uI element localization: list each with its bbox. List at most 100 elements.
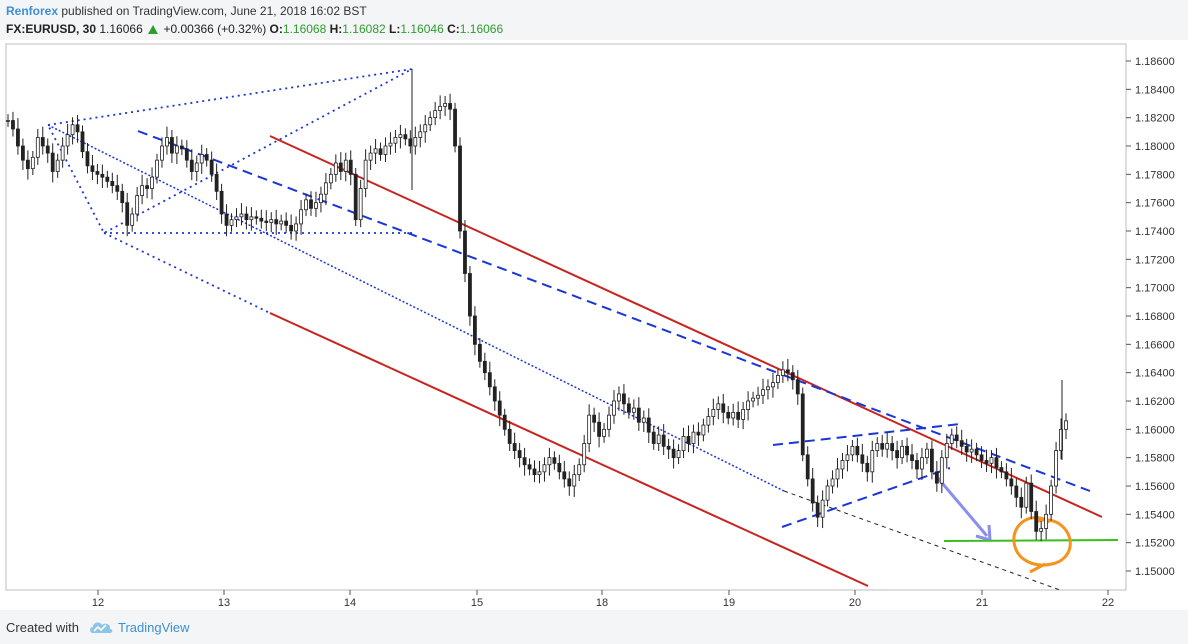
x-tick-label: 13 xyxy=(218,597,230,609)
candle-body xyxy=(403,134,408,140)
candle-body xyxy=(269,219,274,223)
black-dashed-line xyxy=(783,490,1061,591)
candle-body xyxy=(751,397,755,402)
candle-body xyxy=(239,213,244,218)
candle-body xyxy=(433,110,438,119)
plot-frame xyxy=(5,43,1127,591)
candle-body xyxy=(423,124,428,133)
candle-body xyxy=(716,403,721,410)
candle-body xyxy=(805,454,810,480)
y-tick-label: 1.15600 xyxy=(1135,481,1175,493)
candle-body xyxy=(537,471,542,476)
candle-body xyxy=(90,165,95,172)
candle-body xyxy=(999,467,1004,473)
candle-body xyxy=(711,409,716,417)
candle-body xyxy=(373,148,378,154)
candle-body xyxy=(517,450,522,459)
x-tick-label: 12 xyxy=(92,597,104,609)
projection-arrow-line xyxy=(935,476,989,537)
candle-body xyxy=(870,450,875,473)
candle-body xyxy=(358,188,363,221)
price-scale-bg xyxy=(1126,44,1188,590)
candle-body xyxy=(785,369,790,374)
candle-body xyxy=(368,152,373,161)
symbol-info: FX:EURUSD, 30 1.16066 +0.00366 (+0.32%) … xyxy=(6,22,503,36)
candle-body xyxy=(646,417,651,433)
candle-body xyxy=(95,171,100,175)
candle-body xyxy=(890,443,895,451)
candle-body xyxy=(328,173,333,184)
dotted-median-line xyxy=(47,124,785,492)
candle-body xyxy=(651,431,656,444)
y-tick-label: 1.17000 xyxy=(1135,283,1175,295)
candle-body xyxy=(736,411,741,420)
candle-body xyxy=(507,428,512,444)
candle-body xyxy=(666,445,671,450)
candle-body xyxy=(209,159,214,175)
y-tick-label: 1.16600 xyxy=(1135,339,1175,351)
price-chart[interactable]: 12 13 14 15 18 19 20 21 22 1.186 xyxy=(0,40,1188,610)
candle-body xyxy=(895,450,900,459)
candle-body xyxy=(949,434,954,444)
candle-body xyxy=(224,213,229,226)
candle-body xyxy=(979,454,984,461)
candle-body xyxy=(1044,513,1049,529)
candle-body xyxy=(810,478,815,504)
candle-body xyxy=(115,185,120,192)
candle-body xyxy=(1014,485,1019,498)
candle-body xyxy=(845,454,850,461)
candle-body xyxy=(761,389,765,396)
candle-body xyxy=(184,148,189,161)
candle-body xyxy=(294,223,298,232)
candle-body xyxy=(626,403,631,413)
candle-body xyxy=(482,360,487,374)
candle-body xyxy=(75,124,80,133)
candle-body xyxy=(477,343,482,362)
candle-body xyxy=(492,386,497,402)
candle-body xyxy=(944,443,949,459)
candle-body xyxy=(50,152,55,172)
candle-body xyxy=(969,448,974,453)
author-link[interactable]: Renforex xyxy=(6,4,59,18)
candle-body xyxy=(343,159,348,172)
open-label: O: xyxy=(269,22,283,36)
candle-body xyxy=(284,220,289,226)
candle-body xyxy=(453,108,457,147)
candle-body xyxy=(661,434,666,447)
candle-body xyxy=(915,460,919,470)
candle-body xyxy=(840,460,845,470)
candle-body xyxy=(1024,482,1029,508)
candle-body xyxy=(388,142,393,147)
x-tick-label: 20 xyxy=(849,597,861,609)
candle-body xyxy=(1049,485,1053,515)
candle-body xyxy=(174,145,179,154)
candle-body xyxy=(631,407,636,413)
high-value: 1.16082 xyxy=(342,22,386,36)
candle-body xyxy=(45,145,50,154)
candle-body xyxy=(145,185,149,189)
candle-body xyxy=(696,431,701,436)
candle-body xyxy=(612,400,616,416)
candle-body xyxy=(383,145,388,155)
x-tick-label: 22 xyxy=(1102,597,1114,609)
candle-body xyxy=(572,474,577,487)
candle-body xyxy=(130,213,135,226)
up-triangle-icon xyxy=(148,25,159,34)
candle-body xyxy=(458,145,462,232)
tradingview-cloud-icon[interactable] xyxy=(88,619,114,635)
symbol-label: FX:EURUSD, 30 xyxy=(6,22,97,36)
chart-area[interactable]: 12 13 14 15 18 19 20 21 22 1.186 xyxy=(0,40,1188,610)
candle-body xyxy=(776,375,780,383)
candle-body xyxy=(408,138,413,147)
candle-body xyxy=(622,393,626,405)
tradingview-link[interactable]: TradingView xyxy=(118,620,190,635)
candle-body xyxy=(656,434,661,444)
y-tick-label: 1.17800 xyxy=(1135,169,1175,181)
candle-body xyxy=(55,159,60,172)
candle-body xyxy=(925,448,929,459)
candle-body xyxy=(309,199,313,209)
candle-body xyxy=(671,448,676,459)
y-tick-labels: 1.18600 1.18400 1.18200 1.18000 1.17800 1.176… xyxy=(1126,56,1175,578)
candle-body xyxy=(179,145,184,150)
candle-body xyxy=(497,400,502,416)
